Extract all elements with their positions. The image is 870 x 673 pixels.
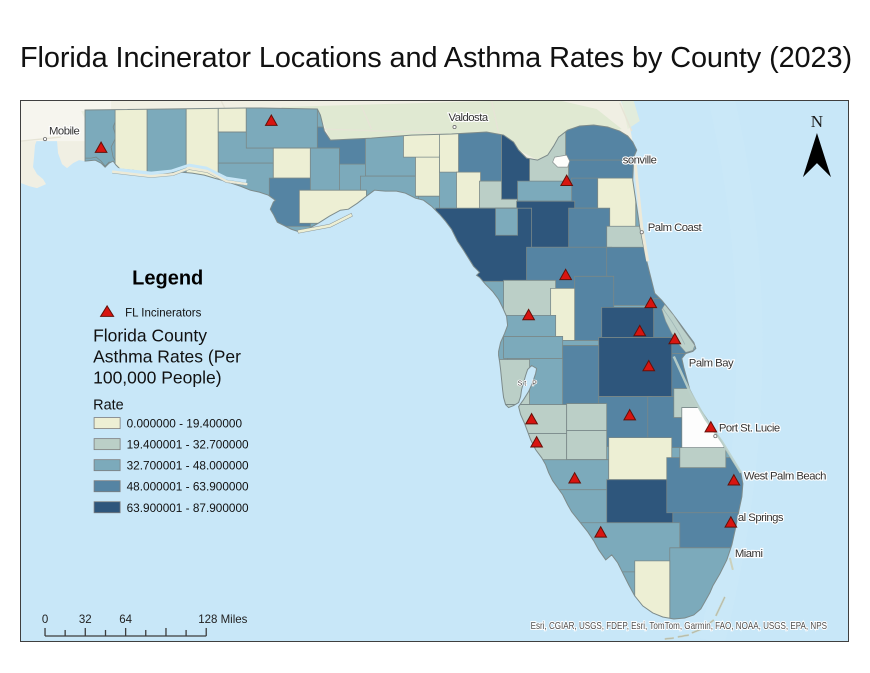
svg-text:Palm Bay: Palm Bay <box>689 357 734 369</box>
svg-text:al Springs: al Springs <box>738 512 784 524</box>
svg-text:Mobile: Mobile <box>49 126 79 138</box>
svg-text:Florida County: Florida County <box>93 325 207 345</box>
svg-text:32.700001 - 48.000000: 32.700001 - 48.000000 <box>127 459 249 473</box>
svg-text:West Palm Beach: West Palm Beach <box>744 471 826 483</box>
svg-text:Legend: Legend <box>132 267 203 289</box>
svg-text:63.900001 - 87.900000: 63.900001 - 87.900000 <box>127 501 249 515</box>
svg-text:0: 0 <box>42 614 48 626</box>
svg-text:32: 32 <box>79 614 92 626</box>
svg-text:Valdosta: Valdosta <box>449 112 489 124</box>
svg-text:100,000 People): 100,000 People) <box>93 368 222 388</box>
svg-text:N: N <box>811 112 823 131</box>
svg-text:Port St. Lucie: Port St. Lucie <box>719 423 780 435</box>
svg-text:Rate: Rate <box>93 398 124 414</box>
svg-text:48.000001 - 63.900000: 48.000001 - 63.900000 <box>127 480 249 494</box>
svg-text:Palm Coast: Palm Coast <box>648 222 703 234</box>
svg-text:128 Miles: 128 Miles <box>198 614 247 626</box>
svg-text:Asthma Rates (Per: Asthma Rates (Per <box>93 346 241 366</box>
svg-text:0.000000 - 19.400000: 0.000000 - 19.400000 <box>127 417 243 431</box>
svg-text:sonville: sonville <box>623 155 657 167</box>
svg-text:FL Incinerators: FL Incinerators <box>125 307 201 319</box>
svg-text:Miami: Miami <box>735 548 763 560</box>
svg-text:St P: St P <box>518 381 539 388</box>
svg-text:Esri, CGIAR, USGS, FDEP, Esri,: Esri, CGIAR, USGS, FDEP, Esri, TomTom, G… <box>531 621 828 632</box>
svg-text:64: 64 <box>119 614 132 626</box>
svg-text:19.400001 - 32.700000: 19.400001 - 32.700000 <box>127 438 249 452</box>
